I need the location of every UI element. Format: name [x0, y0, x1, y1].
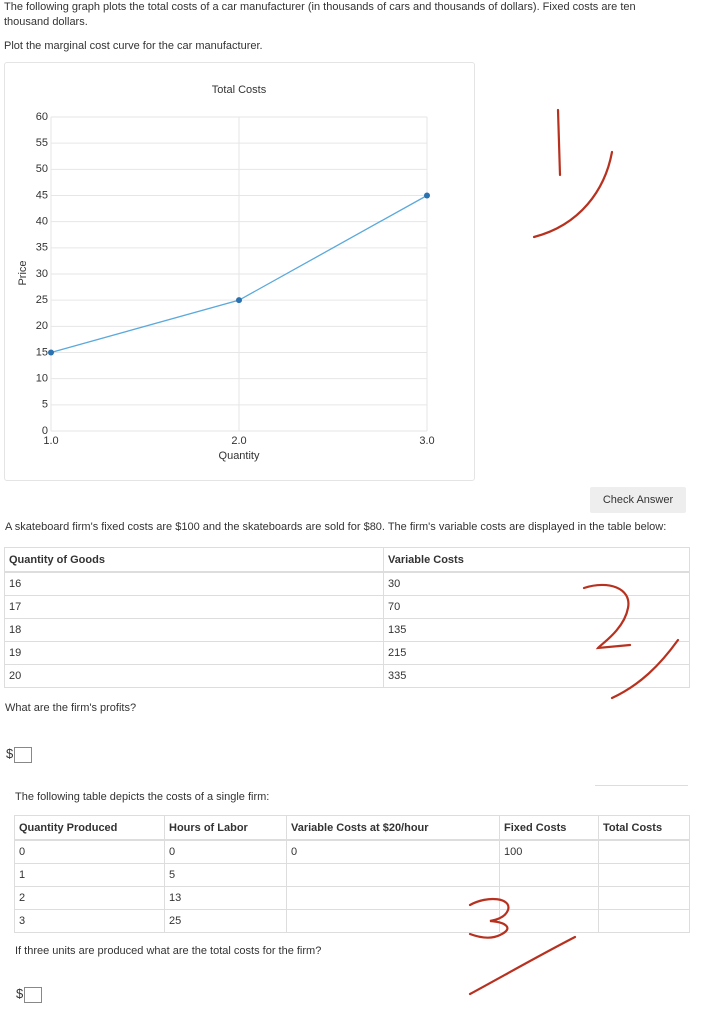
- y-tick-label: 5: [42, 399, 48, 411]
- currency: $: [16, 986, 24, 1001]
- table-cell: 1: [14, 863, 165, 887]
- y-tick-label: 55: [36, 137, 48, 149]
- column-header: Quantity Produced: [14, 815, 165, 841]
- table-cell: 0: [286, 840, 500, 864]
- table-cell: 135: [383, 618, 690, 642]
- column-header: Quantity of Goods: [4, 547, 384, 573]
- y-tick-label: 40: [36, 216, 48, 228]
- answer-field: $: [6, 746, 33, 764]
- table-cell: 25: [164, 909, 287, 933]
- column-header: Fixed Costs: [499, 815, 599, 841]
- table: Quantity Produced Hours of Labor Variable …: [14, 815, 690, 933]
- table-cell: [499, 909, 599, 933]
- prompt: What are the firm's profits?: [5, 702, 137, 714]
- input[interactable]: [14, 747, 33, 764]
- y-tick-label: 0: [42, 425, 48, 437]
- table-cell: 17: [4, 595, 384, 619]
- x-axis-label: Quantity: [219, 450, 260, 462]
- y-axis-label: Price: [17, 260, 29, 285]
- table-cell: [598, 863, 690, 887]
- table-cell: 0: [164, 840, 287, 864]
- table-cell: [499, 886, 599, 910]
- check-answer-button[interactable]: Check Answer: [590, 487, 686, 513]
- question-text: A skateboard firm's fixed costs are $100…: [5, 521, 667, 533]
- table-row: 0 0 0 100: [14, 840, 690, 864]
- table-cell: [286, 863, 500, 887]
- intro-text: The following graph plots the total cost…: [4, 1, 636, 28]
- table: Quantity of Goods Variable Costs 16 30 17 70 1…: [4, 547, 690, 688]
- y-tick-label: 50: [36, 163, 48, 175]
- table-cell: [286, 886, 500, 910]
- y-tick-label: 60: [36, 111, 48, 123]
- table-cell: [286, 909, 500, 933]
- table-cell: [598, 909, 690, 933]
- point: [48, 349, 54, 356]
- y-tick-label: 15: [36, 346, 48, 358]
- x-tick-label: 2.0: [231, 435, 246, 447]
- table-cell: 335: [383, 664, 690, 688]
- y-tick-label: 35: [36, 242, 48, 254]
- prompt: If three units are produced what are the…: [15, 945, 322, 957]
- header-row: Quantity Produced Hours of Labor Variable …: [14, 815, 690, 841]
- prompt: Plot the marginal cost curve for the car…: [4, 40, 263, 52]
- table-cell: 2: [14, 886, 165, 910]
- x-tick-label: 3.0: [419, 435, 434, 447]
- table-cell: 30: [383, 572, 690, 596]
- currency: $: [6, 746, 14, 761]
- y-tick-label: 10: [36, 373, 48, 385]
- table-cell: 215: [383, 641, 690, 665]
- y-tick-label: 45: [36, 189, 48, 201]
- table-row: 17 70: [4, 595, 690, 619]
- table-row: 20 335: [4, 664, 690, 688]
- table-cell: 19: [4, 641, 384, 665]
- x-tick-label: 1.0: [43, 435, 58, 447]
- column-header: Variable Costs at $20/hour: [286, 815, 500, 841]
- column-header: Total Costs: [598, 815, 690, 841]
- table-cell: [598, 840, 690, 864]
- table-cell: 13: [164, 886, 287, 910]
- table-cell: 0: [14, 840, 165, 864]
- input[interactable]: [24, 987, 43, 1004]
- divider: [595, 785, 688, 786]
- table-row: 3 25: [14, 909, 690, 933]
- table-cell: 5: [164, 863, 287, 887]
- table-cell: 100: [499, 840, 599, 864]
- column-header: Hours of Labor: [164, 815, 287, 841]
- table-row: 18 135: [4, 618, 690, 642]
- table-cell: 70: [383, 595, 690, 619]
- table-cell: [499, 863, 599, 887]
- question-text: The following table depicts the costs of…: [15, 791, 270, 803]
- table-cell: 3: [14, 909, 165, 933]
- header-row: Quantity of Goods Variable Costs: [4, 547, 690, 573]
- chart: Total Costs Quantity Price 0 5 10 15 20 25 30 3…: [4, 62, 475, 481]
- chart-title: Total Costs: [212, 84, 267, 96]
- table-row: 19 215: [4, 641, 690, 665]
- y-tick-label: 25: [36, 294, 48, 306]
- y-tick-label: 20: [36, 320, 48, 332]
- table-row: 2 13: [14, 886, 690, 910]
- y-tick-label: 30: [36, 268, 48, 280]
- point: [424, 192, 430, 199]
- answer-field: $: [16, 986, 43, 1004]
- column-header: Variable Costs: [383, 547, 690, 573]
- table-cell: [598, 886, 690, 910]
- table-row: 16 30: [4, 572, 690, 596]
- table-cell: 16: [4, 572, 384, 596]
- point: [236, 297, 242, 304]
- table-cell: 18: [4, 618, 384, 642]
- table-cell: 20: [4, 664, 384, 688]
